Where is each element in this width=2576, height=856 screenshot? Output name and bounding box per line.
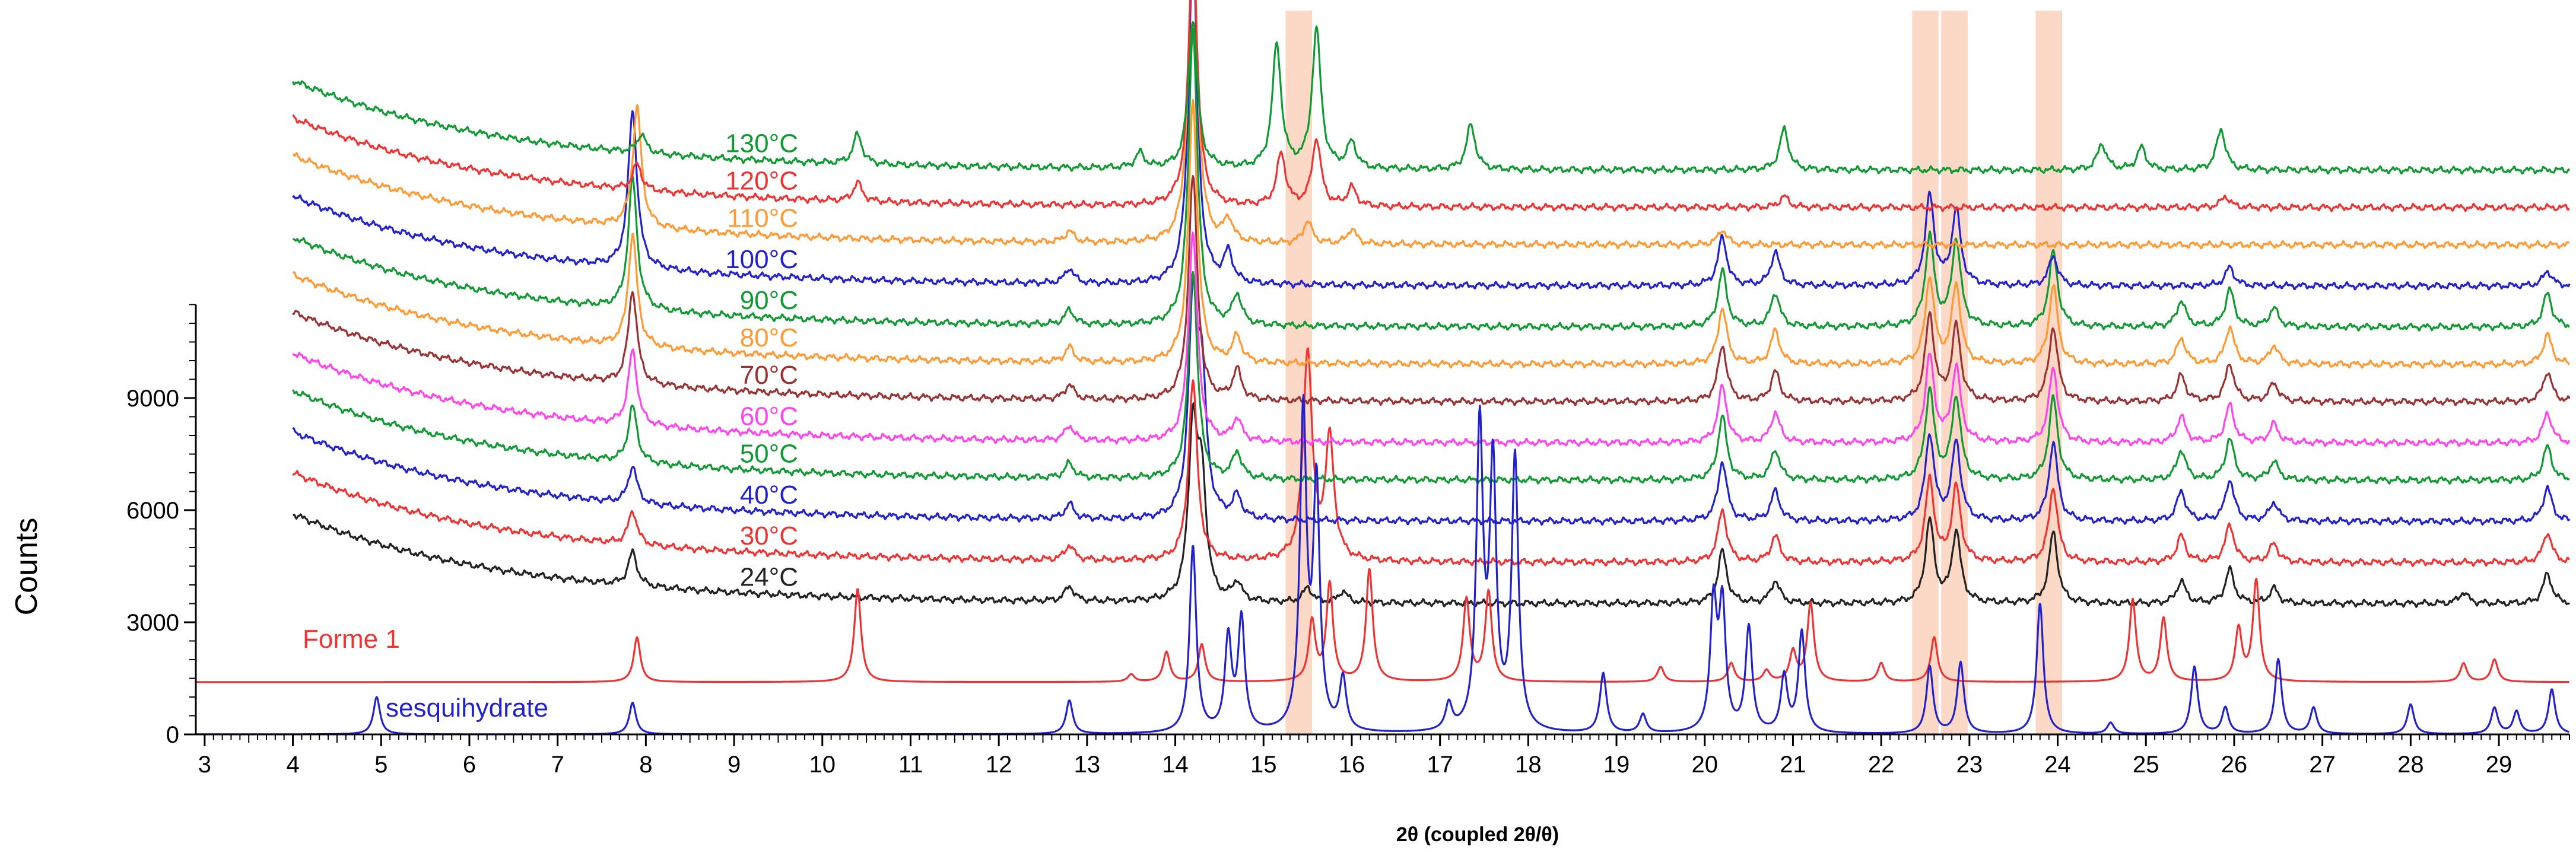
y-tick-label: 0 [166,722,179,748]
x-tick-label: 15 [1250,752,1277,778]
series-line-40-c [292,275,2571,526]
highlight-band-4 [2035,11,2062,736]
x-tick-label: 20 [1692,752,1719,778]
x-tick-label: 28 [2397,752,2424,778]
x-tick-label: 27 [2309,752,2336,778]
x-tick-label: 26 [2221,752,2248,778]
series-line-30-c [292,347,2570,567]
series-label: 90°C [740,286,798,315]
x-tick-label: 10 [809,752,836,778]
series-label: 100°C [725,245,798,274]
x-axis-label: 2θ (coupled 2θ/θ) [1396,823,1559,846]
x-tick-label: 25 [2133,752,2159,778]
series-label: 60°C [740,402,798,431]
series-line-80-c [292,98,2571,369]
series-line-70-c [292,175,2571,406]
x-tick-label: 3 [198,752,211,778]
x-tick-label: 16 [1339,752,1365,778]
series-label: 130°C [725,129,798,158]
x-tick-label: 12 [986,752,1012,778]
series-label: 40°C [740,480,798,510]
x-tick-label: 19 [1603,752,1630,778]
series-line-sesquihydrate [195,394,2569,736]
x-tick-label: 14 [1162,752,1189,778]
series-line-50-c [292,271,2570,485]
x-tick-label: 11 [898,752,923,778]
x-tick-label: 6 [463,752,476,778]
series-labels: 24°C 30°C 40°C 50°C 60°C 70°C 80°C 90°C 100°C 110… [303,129,798,723]
series-label: 110°C [727,204,798,233]
y-axis: 0 3000 6000 9000 [126,304,197,748]
series-label: 24°C [740,562,798,591]
x-tick-label: 5 [374,752,387,778]
series-line-24-c [293,402,2571,608]
series-label: 50°C [740,440,798,469]
highlight-bands [1285,11,2062,736]
series-label: sesquihydrate [386,693,548,723]
x-tick-label: 4 [286,752,299,778]
highlight-band-2 [1912,11,1939,736]
series-line-forme-1 [195,568,2569,683]
y-tick-label: 9000 [126,386,179,412]
series-line-100-c [292,0,2571,291]
series-label: 120°C [725,167,798,196]
x-axis: 3 4 5 6 7 8 9 10 11 12 13 14 15 16 17 18 19 20 21 22 23 24 25 2… [196,733,2570,778]
series-line-130-c [292,21,2571,175]
x-tick-label: 21 [1780,752,1806,778]
x-tick-label: 29 [2486,752,2513,778]
diffractogram-series [195,0,2571,736]
series-label: 70°C [740,361,798,390]
x-tick-label: 18 [1515,752,1542,778]
x-tick-label: 23 [1956,752,1983,778]
y-axis-label: Counts [9,518,44,616]
series-line-120-c [292,0,2570,212]
x-tick-label: 17 [1427,752,1453,778]
series-label: 80°C [740,323,798,352]
x-tick-label: 13 [1074,752,1101,778]
series-line-110-c [292,0,2570,250]
y-tick-label: 6000 [126,498,179,524]
x-tick-label: 24 [2044,752,2071,778]
highlight-band-1 [1285,11,1313,736]
x-tick-label: 8 [639,752,652,778]
series-label: Forme 1 [303,625,400,654]
y-tick-label: 3000 [126,610,179,636]
series-label: 30°C [740,521,798,550]
x-tick-label: 9 [728,752,741,778]
x-tick-label: 7 [551,752,564,778]
series-line-60-c [292,231,2571,448]
series-line-90-c [292,27,2570,332]
x-tick-label: 22 [1868,752,1895,778]
